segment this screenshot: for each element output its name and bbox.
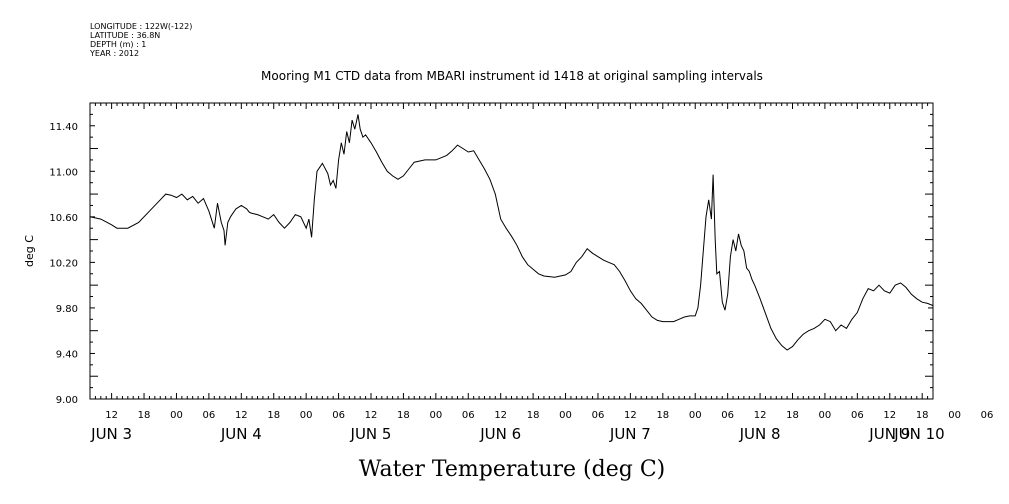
x-tick-label: 18 <box>267 410 280 421</box>
x-day-label: JUN 8 <box>739 425 781 443</box>
y-tick-label: 10.20 <box>49 258 78 269</box>
meta-longitude: LONGITUDE : 122W(-122) <box>90 22 193 31</box>
x-day-label: JUN 5 <box>350 425 392 443</box>
x-tick-label: 06 <box>851 410 864 421</box>
x-tick-label: 06 <box>203 410 216 421</box>
x-tick-label: 12 <box>883 410 896 421</box>
y-axis-label: deg C <box>23 235 36 267</box>
x-axis-label: Water Temperature (deg C) <box>359 457 666 482</box>
x-tick-label: 18 <box>138 410 151 421</box>
meta-depth: DEPTH (m) : 1 <box>90 40 147 49</box>
meta-year: YEAR : 2012 <box>90 49 140 58</box>
x-tick-label: 00 <box>300 410 313 421</box>
x-day-label: JUN 7 <box>609 425 651 443</box>
x-tick-label: 12 <box>105 410 118 421</box>
x-tick-label: 18 <box>656 410 669 421</box>
x-tick-label: 00 <box>429 410 442 421</box>
x-tick-label: 06 <box>592 410 605 421</box>
chart-title: Mooring M1 CTD data from MBARI instrumen… <box>261 69 763 83</box>
x-tick-label: 06 <box>721 410 734 421</box>
x-tick-label: 06 <box>462 410 475 421</box>
x-day-label: JUN 4 <box>220 425 262 443</box>
x-day-label: JUN 9 <box>868 425 910 443</box>
x-tick-label: 00 <box>948 410 961 421</box>
x-tick-label: 18 <box>916 410 929 421</box>
y-tick-label: 9.00 <box>56 395 78 406</box>
x-tick-label: 00 <box>819 410 832 421</box>
x-tick-label: 18 <box>786 410 799 421</box>
x-tick-label: 12 <box>494 410 507 421</box>
y-tick-label: 9.80 <box>56 304 78 315</box>
x-day-label: JUN 10 <box>893 425 944 443</box>
x-tick-label: 00 <box>559 410 572 421</box>
y-tick-label: 10.60 <box>49 213 78 224</box>
x-tick-label: 18 <box>397 410 410 421</box>
x-tick-label: 00 <box>170 410 183 421</box>
x-tick-label: 12 <box>754 410 767 421</box>
x-tick-label: 12 <box>624 410 637 421</box>
x-tick-label: 00 <box>689 410 702 421</box>
x-tick-label: 18 <box>527 410 540 421</box>
x-tick-labels: 12 18 00 06 12 18 00 06 12 18 00 06 12 18 00 06 12 18 00 06… <box>105 410 994 421</box>
plot-frame <box>89 102 934 400</box>
meta-latitude: LATITUDE : 36.8N <box>90 31 161 40</box>
y-tick-label: 11.40 <box>49 122 78 133</box>
axis-ticks <box>89 102 934 400</box>
x-tick-label: 06 <box>981 410 994 421</box>
y-tick-label: 9.40 <box>56 349 78 360</box>
series-line-water-temperature <box>89 114 934 351</box>
x-tick-label: 12 <box>365 410 378 421</box>
x-tick-label: 06 <box>332 410 345 421</box>
y-tick-label: 11.00 <box>49 167 78 178</box>
x-day-label: JUN 6 <box>479 425 521 443</box>
y-tick-labels: 9.00 9.40 9.80 10.20 10.60 11.00 11.40 <box>49 122 78 406</box>
x-day-label: JUN 3 <box>90 425 132 443</box>
x-tick-label: 12 <box>235 410 248 421</box>
